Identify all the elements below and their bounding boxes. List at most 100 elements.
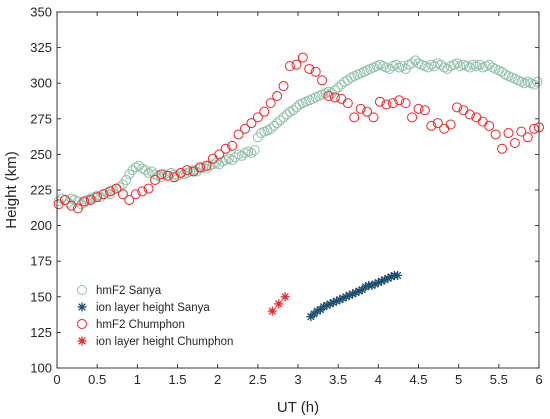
- data-point-hmf2-chumphon: [214, 149, 225, 160]
- x-tick-label: 2.5: [249, 372, 267, 387]
- data-point-hmf2-chumphon: [259, 106, 270, 117]
- legend-label-ion-layer-height-chumphon: ion layer height Chumphon: [96, 336, 233, 348]
- data-point-hmf2-chumphon: [497, 143, 508, 154]
- data-point-hmf2-sanya: [249, 145, 260, 156]
- data-point-hmf2-chumphon: [291, 59, 302, 70]
- data-point-hmf2-sanya: [53, 196, 64, 207]
- data-point-hmf2-sanya: [272, 118, 283, 129]
- legend-label-ion-layer-height-sanya: ion layer height Sanya: [96, 302, 210, 314]
- data-point-hmf2-chumphon: [490, 129, 501, 140]
- data-point-hmf2-sanya: [532, 76, 543, 87]
- data-point-hmf2-chumphon: [394, 95, 405, 106]
- data-point-hmf2-chumphon: [105, 186, 116, 197]
- data-point-hmf2-chumphon: [484, 120, 495, 131]
- data-point-hmf2-chumphon: [201, 160, 212, 171]
- data-point-hmf2-chumphon: [419, 105, 430, 116]
- plot-area: [57, 12, 539, 368]
- data-point-hmf2-chumphon: [72, 203, 83, 214]
- data-point-hmf2-chumphon: [162, 170, 173, 181]
- legend-label-hmf2-sanya: hmF2 Sanya: [96, 285, 162, 297]
- data-point-hmf2-chumphon: [150, 175, 161, 186]
- data-point-hmf2-sanya: [429, 61, 440, 72]
- data-point-hmf2-chumphon: [374, 96, 385, 107]
- x-tick-label: 0.5: [88, 372, 106, 387]
- data-point-hmf2-chumphon: [124, 194, 135, 205]
- y-tick-label: 175: [30, 254, 52, 269]
- x-tick-label: 6: [535, 372, 542, 387]
- data-point-hmf2-chumphon: [329, 92, 340, 103]
- series-hmf2-sanya: [53, 55, 543, 210]
- series-layer: [53, 52, 544, 322]
- legend-marker-hmf2-chumphon: [77, 319, 87, 329]
- data-point-ion-layer-height-sanya: [393, 270, 403, 280]
- data-point-hmf2-sanya: [474, 59, 485, 70]
- data-point-hmf2-chumphon: [137, 186, 148, 197]
- data-point-hmf2-chumphon: [175, 167, 186, 178]
- y-tick-label: 100: [30, 361, 52, 376]
- y-tick-label: 200: [30, 218, 52, 233]
- data-point-hmf2-chumphon: [284, 61, 295, 72]
- data-point-hmf2-sanya: [121, 175, 132, 186]
- data-point-hmf2-chumphon: [317, 75, 328, 86]
- data-point-hmf2-chumphon: [503, 128, 514, 139]
- legend-marker-ion-layer-height-sanya: [77, 302, 87, 312]
- data-point-hmf2-sanya: [464, 62, 475, 73]
- data-point-hmf2-sanya: [246, 147, 257, 158]
- data-point-hmf2-chumphon: [522, 132, 533, 143]
- data-point-hmf2-chumphon: [464, 109, 475, 120]
- data-point-hmf2-chumphon: [445, 119, 456, 130]
- data-point-hmf2-sanya: [265, 123, 276, 134]
- series-hmf2-chumphon: [53, 52, 544, 214]
- x-tick-label: 2: [214, 372, 221, 387]
- data-point-hmf2-sanya: [156, 172, 167, 183]
- data-point-hmf2-chumphon: [66, 200, 77, 211]
- legend-marker-hmf2-sanya: [77, 285, 87, 295]
- x-tick-label: 5: [455, 372, 462, 387]
- y-axis-label: Height (km): [3, 151, 20, 229]
- data-point-hmf2-sanya: [397, 61, 408, 72]
- data-point-ion-layer-height-chumphon: [280, 292, 290, 302]
- x-tick-label: 5.5: [490, 372, 508, 387]
- data-point-hmf2-chumphon: [342, 98, 353, 109]
- data-point-hmf2-chumphon: [516, 126, 527, 137]
- y-tick-label: 300: [30, 76, 52, 91]
- data-point-hmf2-chumphon: [156, 169, 167, 180]
- data-point-hmf2-chumphon: [227, 140, 238, 151]
- data-point-hmf2-sanya: [227, 155, 238, 166]
- data-point-hmf2-chumphon: [297, 52, 308, 63]
- data-point-hmf2-sanya: [452, 58, 463, 69]
- legend-label-hmf2-chumphon: hmF2 Chumphon: [96, 319, 185, 331]
- data-point-ion-layer-height-chumphon: [274, 299, 284, 309]
- data-point-hmf2-chumphon: [111, 183, 122, 194]
- data-point-hmf2-chumphon: [272, 91, 283, 102]
- data-point-hmf2-chumphon: [349, 112, 360, 123]
- y-tick-label: 325: [30, 40, 52, 55]
- data-point-hmf2-sanya: [391, 59, 402, 70]
- data-point-hmf2-sanya: [140, 165, 151, 176]
- data-point-hmf2-chumphon: [220, 143, 231, 154]
- y-tick-label: 125: [30, 325, 52, 340]
- data-point-hmf2-sanya: [329, 85, 340, 96]
- data-point-hmf2-sanya: [268, 120, 279, 131]
- data-point-hmf2-chumphon: [400, 98, 411, 109]
- legend-marker-ion-layer-height-chumphon: [77, 336, 87, 346]
- x-tick-label: 4: [375, 372, 382, 387]
- data-point-hmf2-sanya: [333, 82, 344, 93]
- data-point-hmf2-chumphon: [85, 194, 96, 205]
- x-axis-label: UT (h): [277, 399, 319, 416]
- data-point-hmf2-chumphon: [381, 99, 392, 110]
- data-point-hmf2-chumphon: [239, 123, 250, 134]
- data-point-hmf2-sanya: [407, 58, 418, 69]
- data-point-hmf2-chumphon: [92, 192, 103, 203]
- data-point-hmf2-chumphon: [233, 129, 244, 140]
- data-point-hmf2-sanya: [275, 115, 286, 126]
- data-point-hmf2-chumphon: [98, 189, 109, 200]
- data-point-hmf2-chumphon: [278, 81, 289, 92]
- y-tick-label: 275: [30, 111, 52, 126]
- data-point-hmf2-chumphon: [304, 63, 315, 74]
- data-point-hmf2-sanya: [423, 62, 434, 73]
- data-point-hmf2-chumphon: [452, 102, 463, 113]
- tick-layer: 0 0.5 1 1.5 2 2.5 3 3.5 4 4.5 5 5.5 6 100 125 150 175 200…: [30, 5, 542, 388]
- data-point-hmf2-chumphon: [426, 120, 437, 131]
